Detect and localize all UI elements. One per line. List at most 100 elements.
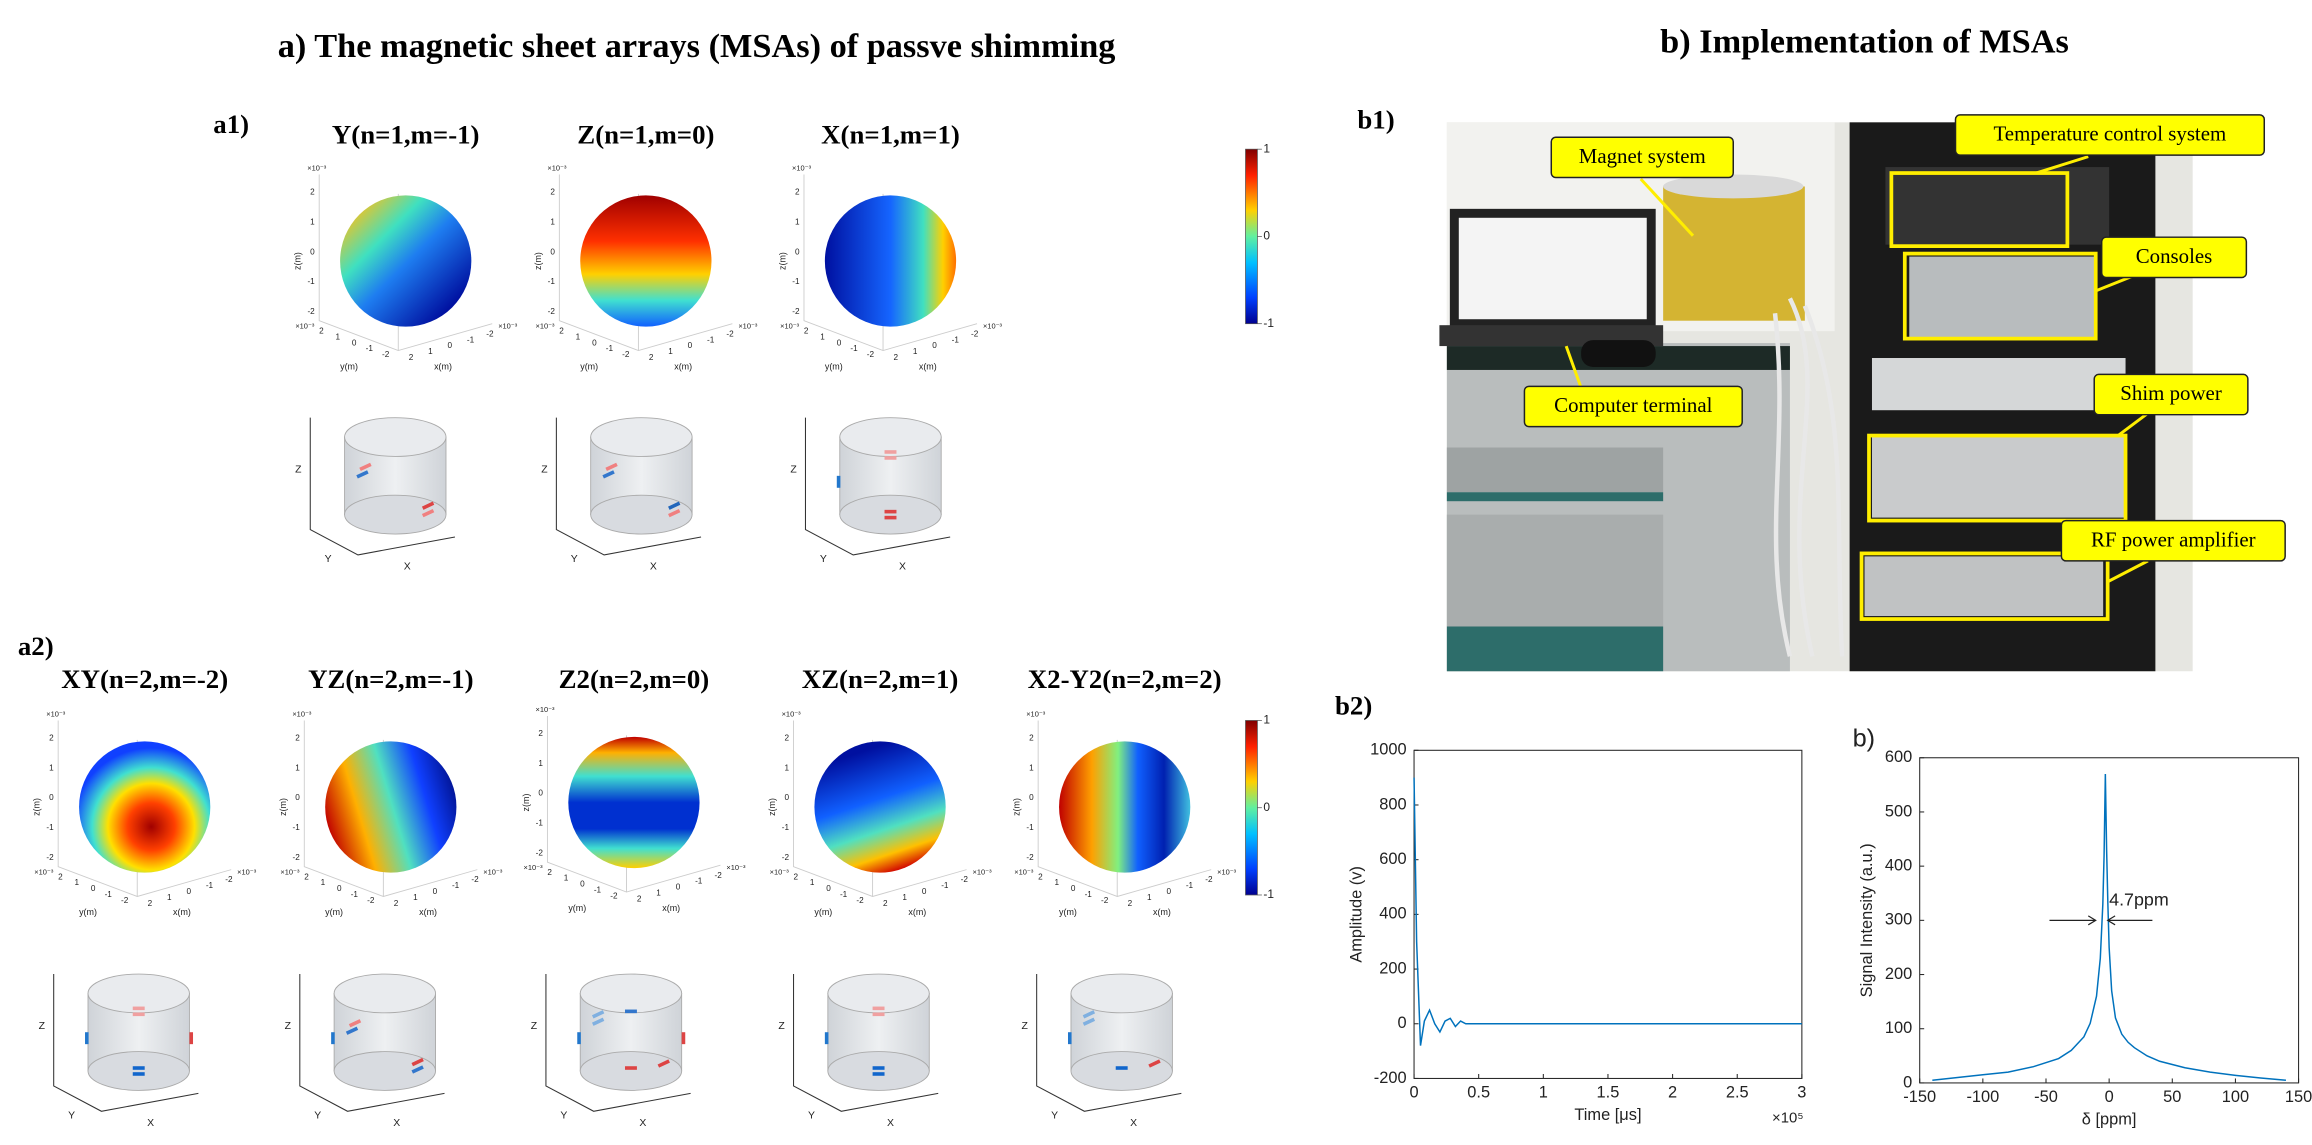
z-tick-label: 0 <box>550 247 555 256</box>
z-exponent: ×10⁻³ <box>292 709 312 718</box>
y-axis-label: y(m) <box>1059 907 1077 917</box>
plot-title: X(n=1,m=1) <box>821 119 960 149</box>
x-axis-label: X <box>899 562 906 573</box>
x-tick-label: -50 <box>2034 1088 2058 1106</box>
callout-box <box>2100 236 2248 279</box>
x-tick-label: -1 <box>941 881 949 890</box>
z-tick-label: 1 <box>49 763 54 772</box>
callout-box <box>1954 114 2266 156</box>
annotation: 4.7ppm <box>2109 890 2169 910</box>
magnetic-sheet <box>356 470 369 479</box>
callout-label: Magnet system <box>1579 144 1706 168</box>
y-tick-label: 1000 <box>1370 741 1406 759</box>
y-axis-label: Y <box>820 554 827 565</box>
z-tick-label: -1 <box>293 823 301 832</box>
z-tick-label: -1 <box>1026 823 1034 832</box>
y-tick-label: 400 <box>1885 856 1912 874</box>
cylinder-base <box>827 1051 930 1091</box>
y-tick-label: 2 <box>804 326 809 335</box>
y-tick-label: 0 <box>580 880 585 889</box>
y-tick-label: 200 <box>1885 965 1912 983</box>
magnetic-sheet <box>681 1032 686 1045</box>
x-axis-label: x(m) <box>1153 907 1171 917</box>
sphere-surface <box>325 741 457 873</box>
z-exponent: ×10⁻³ <box>792 164 812 173</box>
magnetic-sheet <box>1067 1032 1072 1045</box>
callout-box <box>1550 136 1734 179</box>
y-tick-label: -1 <box>850 344 858 353</box>
cylinder-base <box>579 1051 683 1091</box>
magnetic-sheet <box>132 1072 145 1076</box>
x-tick-label: 1 <box>167 893 172 902</box>
magnetic-sheet <box>359 462 372 472</box>
z-tick-label: 0 <box>538 789 543 798</box>
x-exponent: ×10⁻³ <box>1217 868 1237 877</box>
magnetic-sheet <box>624 1066 637 1070</box>
z-axis-label: z(m) <box>777 252 787 270</box>
z-axis-label: z(m) <box>521 794 531 812</box>
x-tick-label: 2 <box>394 899 399 908</box>
x-axis-label: x(m) <box>908 907 926 917</box>
magnetic-sheet <box>348 1019 362 1028</box>
z-tick-label: 1 <box>550 217 555 226</box>
colorbar-tick-label: -1 <box>1263 887 1274 901</box>
x-tick-label: 0 <box>1409 1084 1418 1102</box>
magnetic-sheet <box>605 462 618 472</box>
cylinder-top <box>333 973 436 1014</box>
magnetic-sheet <box>836 475 841 488</box>
y-tick-label: -1 <box>105 890 113 899</box>
callout-box <box>2060 519 2286 562</box>
x-exponent: ×10⁻³ <box>237 868 257 877</box>
z-tick-label: 0 <box>295 793 300 802</box>
y-tick-label: -1 <box>1085 890 1093 899</box>
magnetic-sheet <box>411 1065 424 1074</box>
panel-b-title: b) Implementation of MSAs <box>1660 23 2069 61</box>
z-tick-label: -2 <box>1026 853 1034 862</box>
z-tick-label: 2 <box>295 734 300 743</box>
x-exponent: ×10⁻³ <box>983 322 1003 331</box>
x-tick-label: -2 <box>486 329 494 338</box>
magnetic-sheet <box>132 1006 145 1011</box>
z-tick-label: 1 <box>538 759 543 768</box>
x-exponent: ×10⁻³ <box>738 322 758 331</box>
axis-box <box>545 974 691 1112</box>
x-axis-label: X <box>147 1118 154 1129</box>
axis-box <box>53 974 199 1112</box>
magnetic-sheet <box>624 1009 637 1014</box>
magnetic-sheet <box>824 1032 829 1045</box>
x-axis-label: x(m) <box>419 907 437 917</box>
z-tick-label: -1 <box>46 823 54 832</box>
colorbar-tick-label: 1 <box>1263 713 1270 727</box>
z-axis-label: Z <box>285 1021 292 1032</box>
y-exponent: ×10⁻³ <box>524 863 544 872</box>
z-tick-label: 2 <box>1029 734 1034 743</box>
chart-title: b) <box>1853 725 1876 753</box>
y-exponent: ×10⁻³ <box>34 868 54 877</box>
y-tick-label: 100 <box>1885 1019 1912 1037</box>
z-tick-label: -1 <box>307 277 315 286</box>
x-tick-label: -1 <box>707 335 715 344</box>
z-axis-label: Z <box>778 1021 785 1032</box>
y-axis-label: y(m) <box>325 907 343 917</box>
x-tick-label: 2 <box>893 353 898 362</box>
magnetic-sheet <box>411 1057 424 1067</box>
x-tick-label: -2 <box>1205 875 1213 884</box>
x-tick-label: 0 <box>1166 887 1171 896</box>
plot-title: XZ(n=2,m=1) <box>802 664 959 694</box>
cylinder-base <box>590 494 693 535</box>
z-tick-label: 1 <box>310 217 315 226</box>
y-tick-label: 1 <box>564 874 569 883</box>
magnetic-sheet <box>872 1072 885 1076</box>
y-exponent: ×10⁻³ <box>535 322 555 331</box>
x-tick-label: 0 <box>433 887 438 896</box>
z-tick-label: -2 <box>307 307 315 316</box>
y-tick-label: 2 <box>319 326 324 335</box>
x-exponent: ×10⁻³ <box>726 863 746 872</box>
x-axis-label: X <box>393 1118 400 1129</box>
panel-label: a1) <box>213 109 249 139</box>
axis-box <box>804 417 951 556</box>
sphere-surface <box>580 195 712 327</box>
y-axis-label: y(m) <box>814 907 832 917</box>
sphere-surface <box>1059 741 1191 873</box>
y-axis-label: Y <box>314 1111 321 1122</box>
